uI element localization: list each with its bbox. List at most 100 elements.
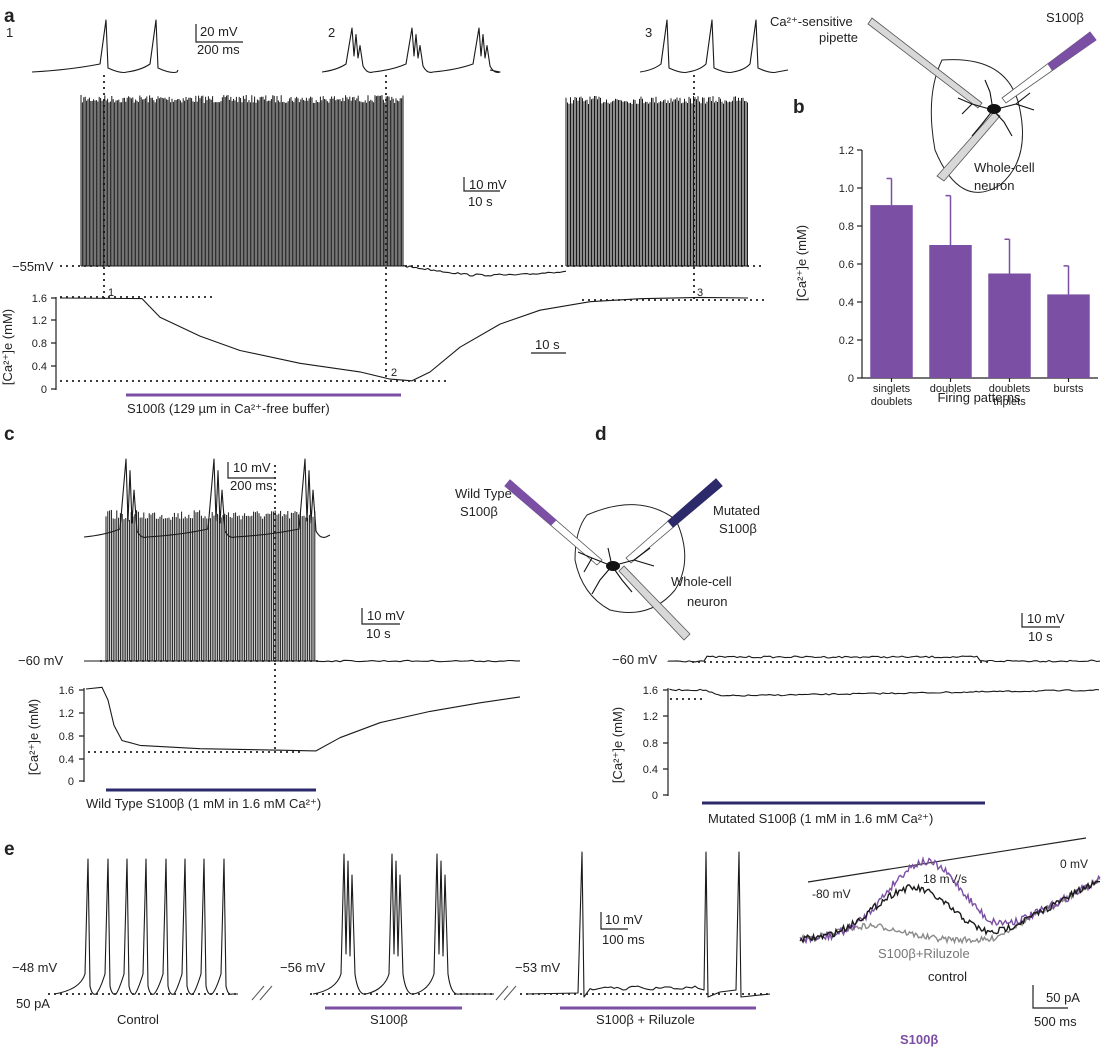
ramp-trace-s100 [799,856,1101,945]
chart-b-xlabel: Firing patterns [937,390,1021,405]
vm-label-e-riluzole: −53 mV [515,960,560,975]
chart-b-ytick-2: 0.4 [839,297,854,309]
vm-label-c: −60 mV [18,653,63,668]
ca-tick-d-4: 0.4 [643,764,658,776]
vm-trace-a-firing-1 [80,95,404,267]
vm-label-e-control: −48 mV [12,960,57,975]
chart-b-ylabel: [Ca²⁺]e (mM) [794,225,809,301]
chart-b-xtick-3: bursts [1054,383,1084,395]
snippet-2-trace [321,27,501,73]
application-label-c: Wild Type S100β (1 mM in 1.6 mM Ca²⁺) [86,796,321,811]
chart-b-ytick-5: 1.0 [839,183,854,195]
snippet-1-label: 1 [6,25,13,40]
panel-d-label: d [595,424,607,445]
ramp-label-riluzole: S100β+Riluzole [878,946,970,961]
snippet-1-trace [31,19,179,74]
panel-e-label: e [4,839,15,860]
schematic-middle [504,478,723,641]
panel-c-label: c [4,424,15,445]
chart-b-error-2 [1004,238,1011,274]
vm-trace-c-baseline [84,659,520,663]
ca-axis-a [51,297,57,390]
inset-scale-t-a: 200 ms [197,42,240,57]
vm-trace-e-riluzole [525,851,771,998]
ca-tick-a-1: 1.6 [32,293,47,305]
chart-b-error-1 [945,194,952,245]
ca-tick-c-2: 1.2 [59,708,74,720]
main-scale-t-a: 10 s [468,194,493,209]
schematic-wildtype-label: Wild Type [455,486,512,501]
chart-b-ytick-4: 0.8 [839,221,854,233]
ca-axis-c [79,688,85,782]
schematic-top [867,17,1097,193]
schematic-mutated-label-2: S100β [719,521,757,536]
panel-b-label: b [793,97,805,118]
neuron-soma-top [987,104,1001,114]
inset-scale-bar-c [227,462,274,479]
ca-marker-1: 1 [108,287,114,299]
inset-scale-bar-a [195,24,243,43]
vm-trace-a-firing-2 [565,96,748,267]
chart-b-xtick-1: doublets [930,383,972,395]
ca-ylabel-d: [Ca²⁺]e (mM) [610,707,625,783]
panel-a-label: a [4,6,15,27]
vm-trace-e-s100 [312,853,494,995]
voltage-ramp-line [807,837,1087,883]
application-label-a: S100ß (129 µm in Ca²⁺-free buffer) [127,401,330,416]
vm-trace-d [667,655,1101,663]
scale-t-e: 100 ms [602,932,645,947]
ramp-label-control: control [928,969,967,984]
scale-v-e: 10 mV [605,912,643,927]
inset-scale-v-a: 20 mV [200,24,238,39]
ca-tick-d-2: 1.2 [643,711,658,723]
chart-b-ytick-6: 1.2 [839,145,854,157]
ca-scale-a: 10 s [535,337,560,352]
ramp-trace-control [799,880,1101,944]
ca-tick-a-4: 0.4 [32,361,47,373]
ca-tick-a-5: 0 [41,384,47,396]
ca-trace-d [669,688,1100,697]
s100-pipette-fill [1047,31,1097,71]
chart-b-bar-0 [870,205,913,378]
ramp-end-label: 0 mV [1060,857,1088,871]
ramp-label-s100: S100β [900,1032,938,1047]
ramp-rate-label: 18 mV/s [923,872,967,886]
neuron-top [957,79,1035,137]
schematic-neuron-label: neuron [974,178,1014,193]
chart-b-xtick-0-line2: doublets [871,396,913,408]
vm-label-a: −55mV [12,259,54,274]
schematic-wildtype-label-2: S100β [460,504,498,519]
schematic-ca-pipette-label-2: pipette [819,30,858,45]
ramp-scale-bar [1032,985,1068,1009]
ca-tick-d-5: 0 [652,790,658,802]
ca-tick-c-5: 0 [68,776,74,788]
vm-label-e-s100: −56 mV [280,960,325,975]
ca-tick-a-2: 1.2 [32,315,47,327]
ramp-scale-t: 500 ms [1034,1014,1077,1029]
schematic-mutated-label: Mutated [713,503,760,518]
snippet-c-trace [83,458,331,538]
ca-trace-a [59,296,749,382]
ca-tick-a-3: 0.8 [32,338,47,350]
whole-cell-pipette [936,111,1001,182]
ca-tick-c-3: 0.8 [59,731,74,743]
snippet-3-trace [639,19,789,74]
chart-b-ytick-3: 0.6 [839,259,854,271]
main-scale-bar-c [361,608,400,625]
chart-b-xtick-0: singlets [873,383,911,395]
ca-ylabel-c: [Ca²⁺]e (mM) [26,699,41,775]
schematic-ca-pipette-label: Ca²⁺-sensitive [770,14,853,29]
neuron-middle [577,547,655,595]
ca-tick-c-4: 0.4 [59,754,74,766]
ca-tick-c-1: 1.6 [59,685,74,697]
main-scale-v-a: 10 mV [469,177,507,192]
label-e-riluzole: S100β + Riluzole [596,1012,695,1027]
chart-b-ytick-1: 0.2 [839,335,854,347]
chart-b-bar-1 [929,245,972,378]
chart-b-bar-3 [1047,294,1090,378]
vm-trace-e-control [53,858,238,995]
chart-b-ytick-0: 0 [848,373,854,385]
ca-marker-2: 2 [391,367,397,379]
main-scale-v-c: 10 mV [367,608,405,623]
